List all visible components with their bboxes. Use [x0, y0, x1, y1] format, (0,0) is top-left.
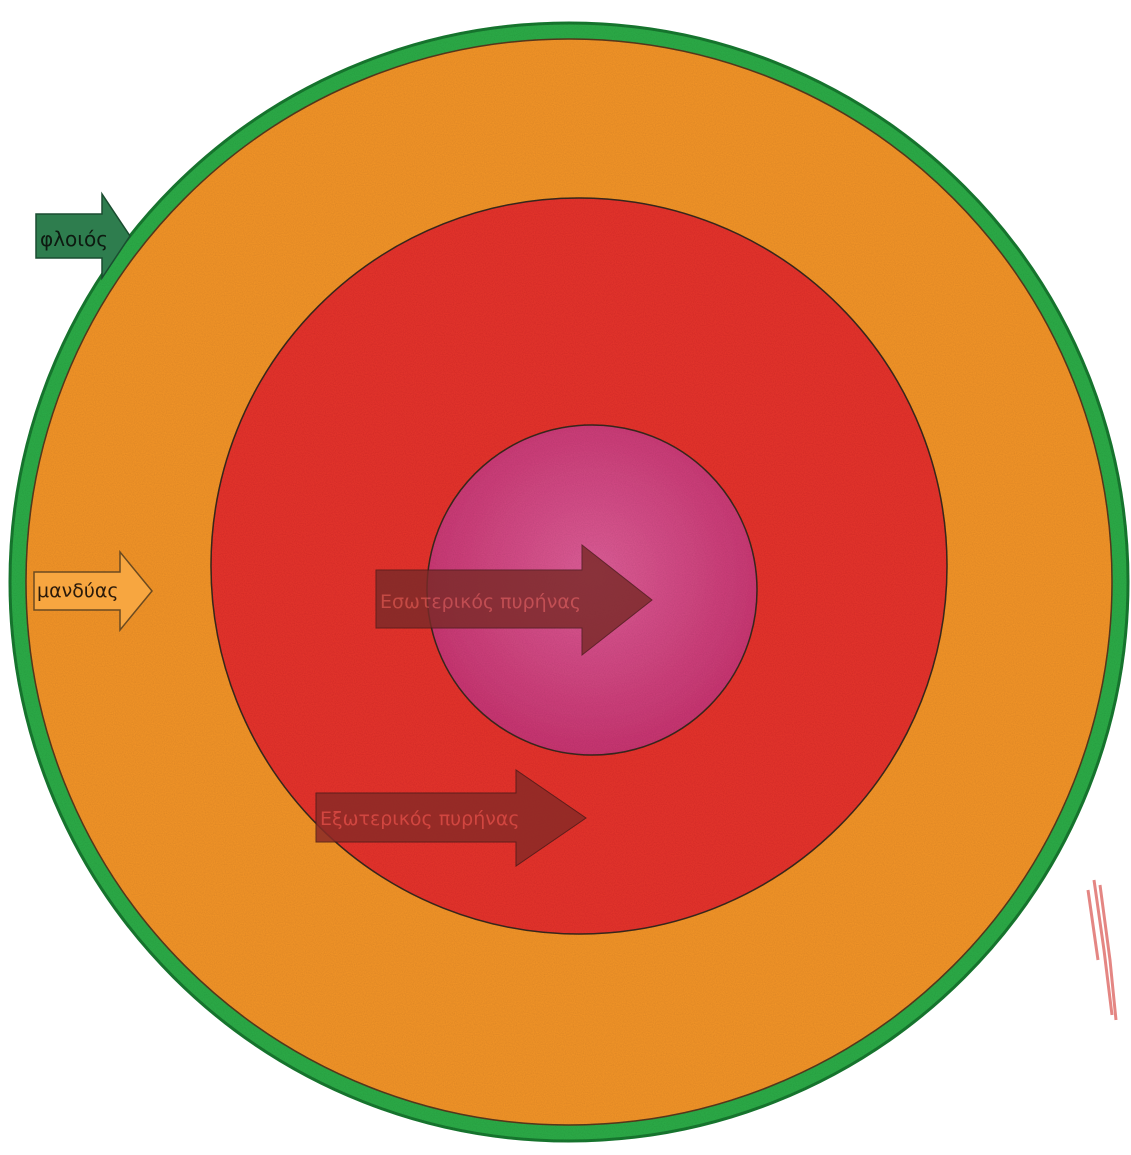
outer-core-label-arrow: Εξωτερικός πυρήνας: [315, 769, 587, 867]
outer-core-label: Εξωτερικός πυρήνας: [320, 808, 520, 830]
inner-core-label-arrow: Εσωτερικός πυρήνας: [375, 543, 653, 657]
mantle-label: μανδύας: [37, 580, 119, 602]
inner-core-label: Εσωτερικός πυρήνας: [380, 591, 581, 613]
mantle-label-arrow: μανδύας: [33, 549, 153, 633]
crust-label-arrow: φλοιός: [35, 191, 131, 281]
pencil-mark: [1086, 879, 1118, 1021]
crust-label: φλοιός: [40, 227, 108, 251]
